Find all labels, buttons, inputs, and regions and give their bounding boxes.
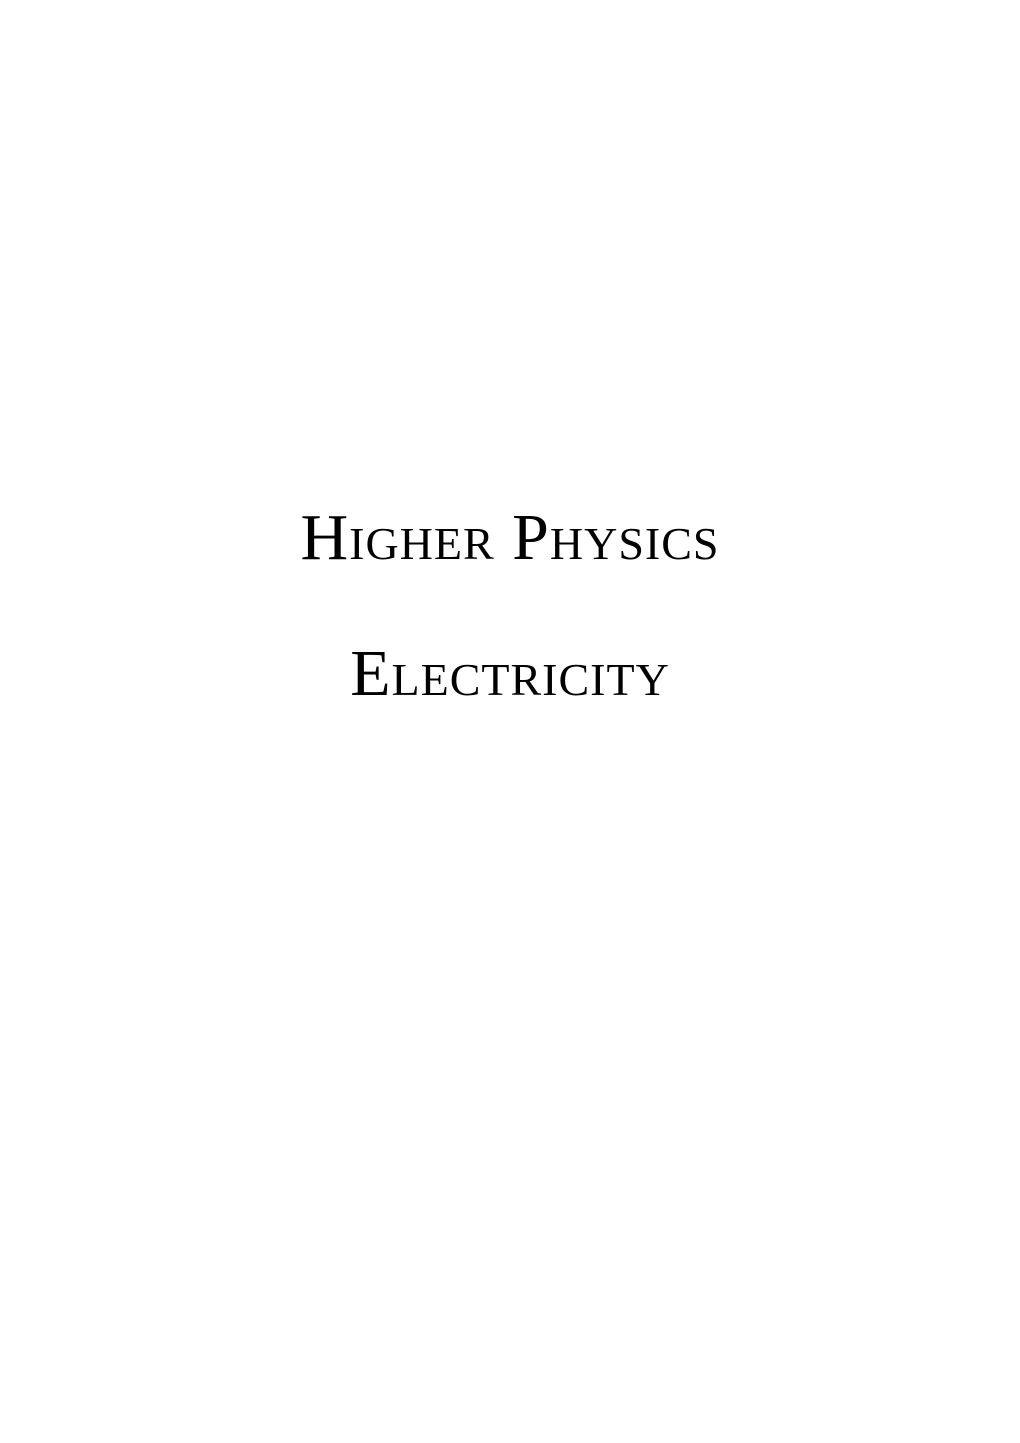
title-line-1: Higher Physics bbox=[300, 500, 719, 576]
document-page: Higher Physics Electricity bbox=[0, 0, 1020, 1443]
title-line-2: Electricity bbox=[350, 636, 670, 712]
